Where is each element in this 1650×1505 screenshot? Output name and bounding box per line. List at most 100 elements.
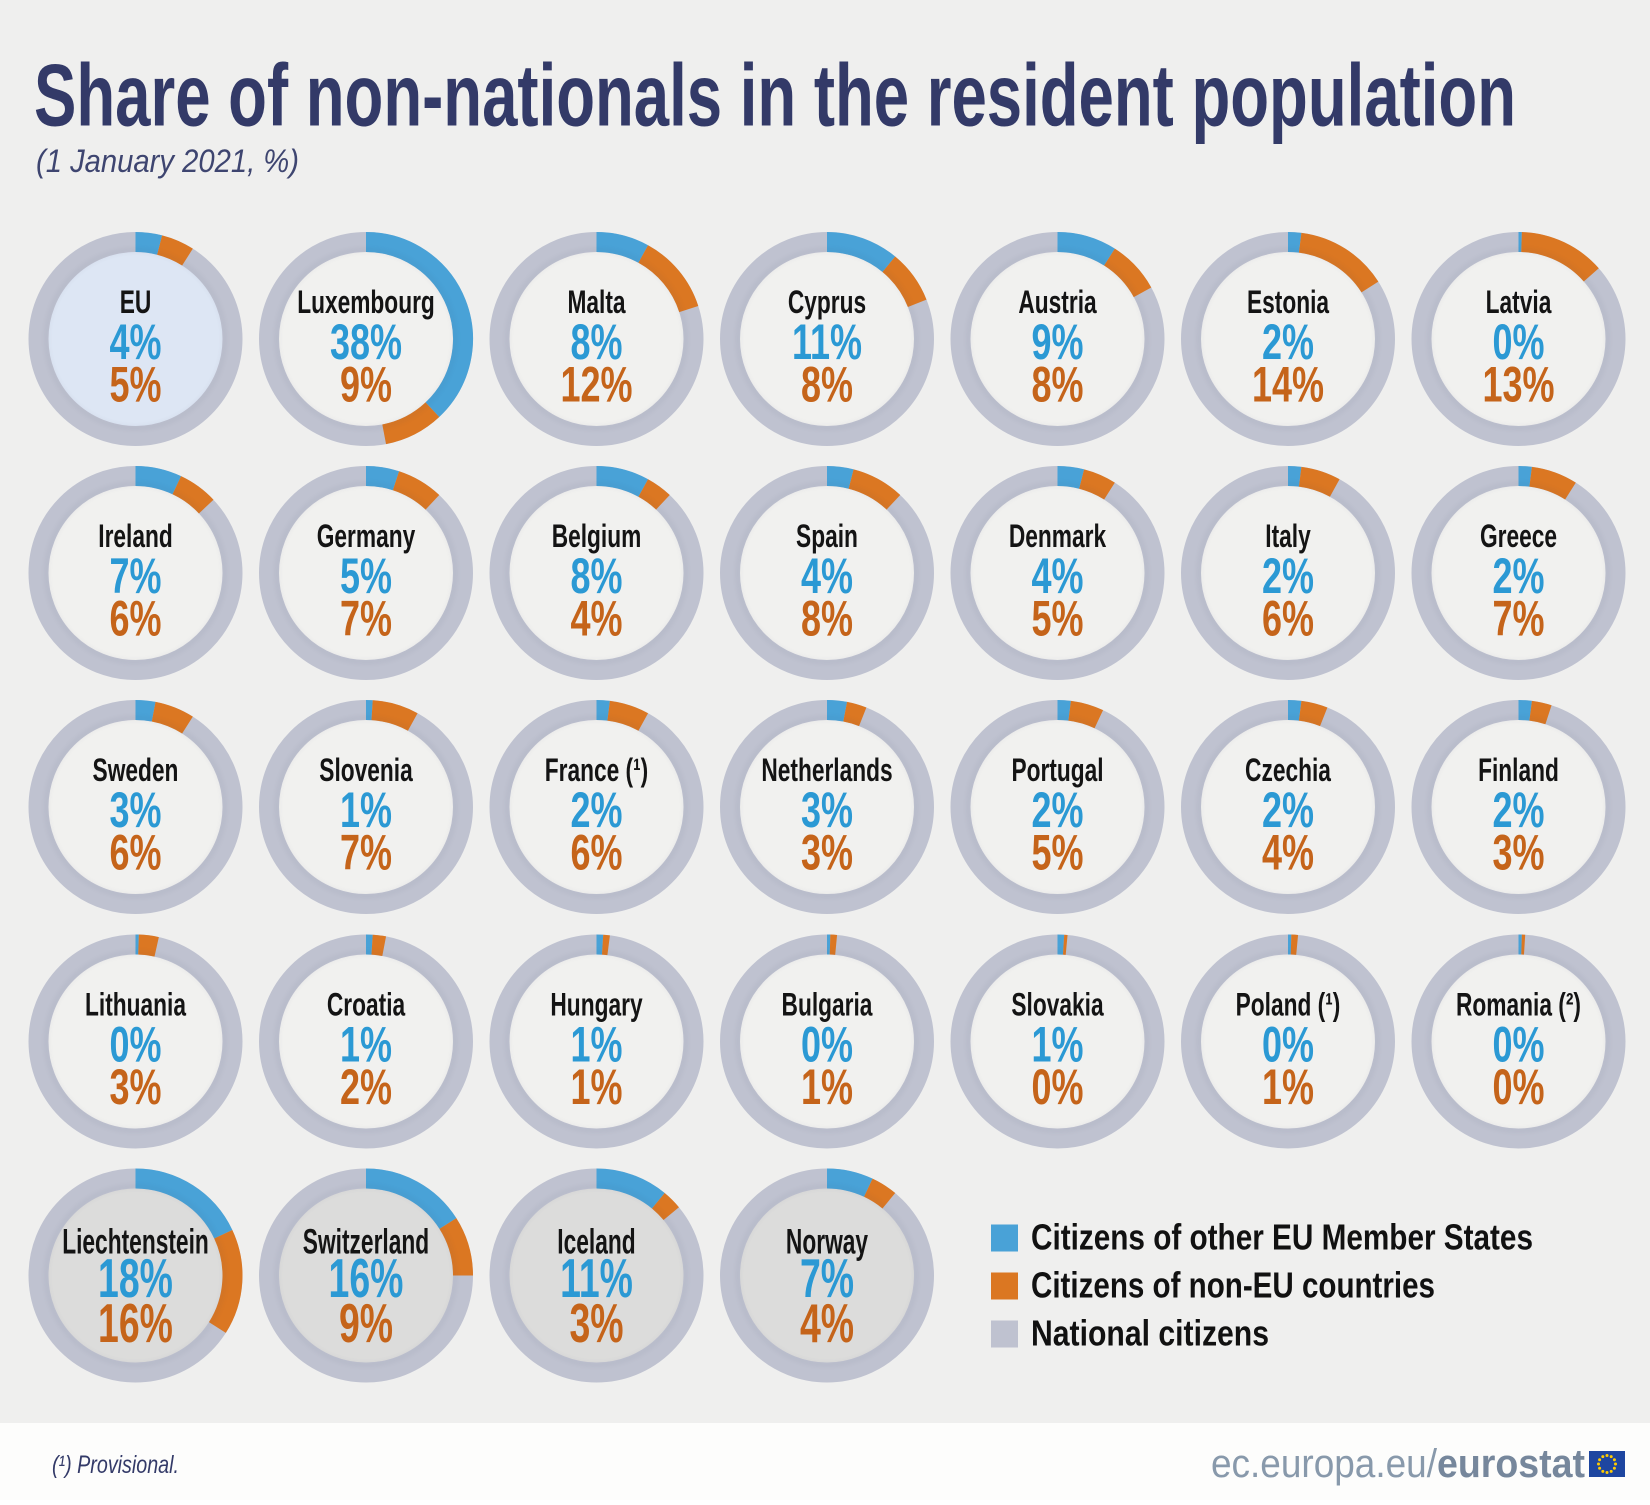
svg-text:2%: 2% <box>340 1059 392 1115</box>
svg-text:Estonia: Estonia <box>1247 284 1329 320</box>
svg-text:Netherlands: Netherlands <box>761 752 892 788</box>
svg-text:Bulgaria: Bulgaria <box>782 987 873 1023</box>
svg-text:Slovenia: Slovenia <box>319 752 413 788</box>
svg-text:Switzerland: Switzerland <box>303 1223 429 1262</box>
svg-text:2%: 2% <box>1262 548 1314 604</box>
svg-text:8%: 8% <box>571 314 623 370</box>
svg-text:3%: 3% <box>801 782 853 838</box>
svg-text:3%: 3% <box>801 825 853 881</box>
svg-text:5%: 5% <box>1032 591 1084 647</box>
svg-text:Latvia: Latvia <box>1486 284 1552 320</box>
svg-text:16%: 16% <box>329 1247 404 1309</box>
svg-text:5%: 5% <box>110 357 162 413</box>
svg-text:6%: 6% <box>1262 591 1314 647</box>
svg-text:Cyprus: Cyprus <box>788 284 866 320</box>
svg-text:Denmark: Denmark <box>1009 518 1106 554</box>
svg-text:Malta: Malta <box>567 284 625 320</box>
svg-text:5%: 5% <box>1032 825 1084 881</box>
svg-text:Czechia: Czechia <box>1245 752 1331 788</box>
svg-text:Citizens of other EU Member St: Citizens of other EU Member States <box>1031 1217 1533 1258</box>
svg-text:Sweden: Sweden <box>93 752 179 788</box>
svg-text:Romania (²): Romania (²) <box>1456 987 1581 1023</box>
svg-text:Germany: Germany <box>317 518 416 554</box>
svg-text:ec.europa.eu/: ec.europa.eu/ <box>1211 1442 1438 1486</box>
svg-text:Lithuania: Lithuania <box>85 987 186 1023</box>
svg-text:EU: EU <box>120 284 152 320</box>
svg-text:7%: 7% <box>340 825 392 881</box>
svg-text:0%: 0% <box>1493 314 1545 370</box>
svg-text:18%: 18% <box>98 1247 173 1309</box>
svg-text:2%: 2% <box>1493 782 1545 838</box>
svg-text:Austria: Austria <box>1018 284 1096 320</box>
svg-text:6%: 6% <box>571 825 623 881</box>
svg-text:7%: 7% <box>110 548 162 604</box>
svg-text:4%: 4% <box>1262 825 1314 881</box>
svg-text:0%: 0% <box>110 1017 162 1073</box>
svg-text:(¹) Provisional.: (¹) Provisional. <box>52 1451 179 1479</box>
svg-text:Finland: Finland <box>1478 752 1559 788</box>
svg-text:Italy: Italy <box>1265 518 1311 554</box>
svg-text:1%: 1% <box>571 1017 623 1073</box>
svg-text:0%: 0% <box>1262 1017 1314 1073</box>
svg-text:eurostat: eurostat <box>1437 1442 1585 1486</box>
svg-text:3%: 3% <box>110 1059 162 1115</box>
svg-text:9%: 9% <box>340 357 392 413</box>
svg-text:6%: 6% <box>110 825 162 881</box>
svg-text:Croatia: Croatia <box>327 987 405 1023</box>
svg-text:1%: 1% <box>801 1059 853 1115</box>
svg-text:7%: 7% <box>1493 591 1545 647</box>
svg-text:Iceland: Iceland <box>557 1223 635 1262</box>
svg-text:Slovakia: Slovakia <box>1011 987 1103 1023</box>
svg-text:4%: 4% <box>571 591 623 647</box>
svg-text:2%: 2% <box>571 782 623 838</box>
svg-text:8%: 8% <box>801 357 853 413</box>
svg-text:4%: 4% <box>800 1292 854 1354</box>
svg-text:4%: 4% <box>1032 548 1084 604</box>
svg-text:Norway: Norway <box>786 1223 869 1262</box>
svg-text:8%: 8% <box>571 548 623 604</box>
svg-text:Greece: Greece <box>1480 518 1557 554</box>
svg-text:Ireland: Ireland <box>98 518 173 554</box>
svg-text:3%: 3% <box>569 1292 623 1354</box>
svg-text:0%: 0% <box>1493 1017 1545 1073</box>
svg-text:Liechtenstein: Liechtenstein <box>62 1223 209 1262</box>
svg-text:9%: 9% <box>339 1292 393 1354</box>
svg-text:National citizens: National citizens <box>1031 1313 1269 1354</box>
svg-text:2%: 2% <box>1262 314 1314 370</box>
svg-text:2%: 2% <box>1262 782 1314 838</box>
svg-text:0%: 0% <box>801 1017 853 1073</box>
svg-text:5%: 5% <box>340 548 392 604</box>
svg-text:2%: 2% <box>1032 782 1084 838</box>
svg-text:1%: 1% <box>1262 1059 1314 1115</box>
svg-text:0%: 0% <box>1493 1059 1545 1115</box>
svg-text:38%: 38% <box>330 314 402 370</box>
svg-text:6%: 6% <box>110 591 162 647</box>
svg-text:2%: 2% <box>1493 548 1545 604</box>
svg-text:Belgium: Belgium <box>552 518 642 554</box>
svg-text:Hungary: Hungary <box>550 987 642 1023</box>
svg-text:(1 January 2021, %): (1 January 2021, %) <box>36 143 299 179</box>
svg-text:11%: 11% <box>560 1247 633 1309</box>
svg-text:4%: 4% <box>801 548 853 604</box>
svg-text:1%: 1% <box>340 1017 392 1073</box>
svg-text:8%: 8% <box>801 591 853 647</box>
svg-text:France (¹): France (¹) <box>545 752 649 788</box>
svg-text:1%: 1% <box>340 782 392 838</box>
svg-text:1%: 1% <box>571 1059 623 1115</box>
svg-text:3%: 3% <box>110 782 162 838</box>
svg-text:Poland (¹): Poland (¹) <box>1236 987 1341 1023</box>
svg-text:16%: 16% <box>98 1292 173 1354</box>
svg-text:1%: 1% <box>1032 1017 1084 1073</box>
svg-text:Spain: Spain <box>796 518 858 554</box>
svg-text:Luxembourg: Luxembourg <box>297 284 435 320</box>
svg-text:13%: 13% <box>1482 357 1554 413</box>
svg-text:Share of non-nationals in the: Share of non-nationals in the resident p… <box>34 46 1516 145</box>
svg-text:14%: 14% <box>1252 357 1324 413</box>
svg-text:3%: 3% <box>1493 825 1545 881</box>
svg-text:9%: 9% <box>1032 314 1084 370</box>
svg-text:11%: 11% <box>792 314 862 370</box>
svg-text:Portugal: Portugal <box>1011 752 1103 788</box>
svg-text:8%: 8% <box>1032 357 1084 413</box>
svg-text:0%: 0% <box>1032 1059 1084 1115</box>
svg-text:7%: 7% <box>340 591 392 647</box>
